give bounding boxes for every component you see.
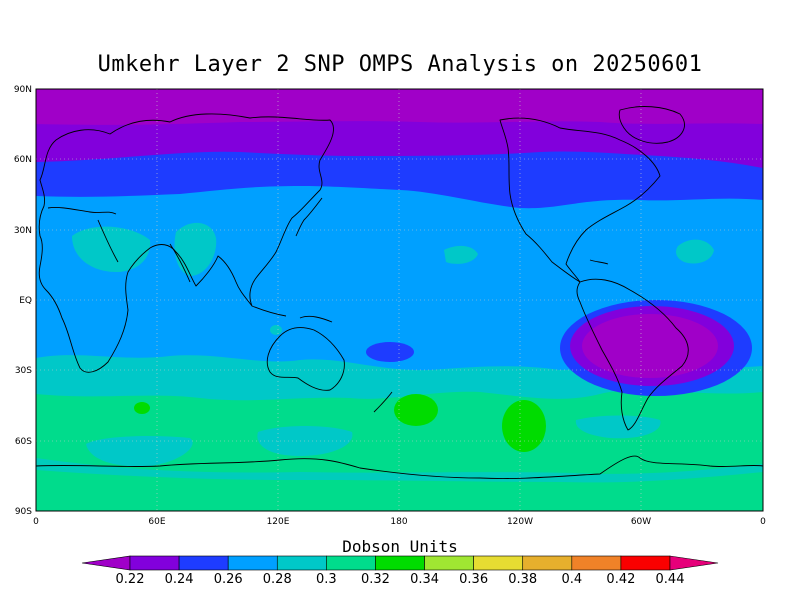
lon-tick-label: 0	[33, 517, 39, 527]
colorbar-title: Dobson Units	[342, 537, 458, 556]
pocket-india	[174, 222, 217, 276]
max-60e	[134, 402, 150, 414]
band-lt022-polar	[36, 89, 763, 125]
lon-tick-label: 120E	[267, 517, 290, 527]
ozone-field	[36, 89, 763, 511]
colorbar-swatch	[326, 555, 376, 571]
map-title: Umkehr Layer 2 SNP OMPS Analysis on 2025…	[97, 52, 703, 77]
colorbar-swatch	[276, 555, 327, 571]
map-frame	[35, 88, 764, 512]
lat-tick-label: EQ	[19, 296, 32, 306]
colorbar-label: 0.24	[165, 572, 194, 587]
colorbar-label: 0.44	[656, 572, 685, 587]
longitude-axis: 0 60E 120E 180 120W 60W 0	[33, 517, 766, 527]
colorbar-swatch	[620, 555, 671, 571]
colorbar-label: 0.32	[361, 572, 390, 587]
colorbar-swatch	[522, 555, 573, 571]
colorbar-swatch	[424, 555, 474, 571]
lon-tick-label: 120W	[507, 517, 533, 527]
pocket-c	[575, 415, 661, 439]
pocket-atlantic	[676, 239, 714, 264]
lon-tick-label: 180	[390, 517, 407, 527]
max-180	[394, 394, 438, 426]
pocket-d	[36, 458, 763, 483]
lat-tick-label: 90S	[15, 507, 32, 517]
lon-tick-label: 60E	[148, 517, 165, 527]
colorbar: 0.22 0.24 0.26 0.28 0.3 0.32 0.34 0.36 0.38 0.4 0.…	[81, 555, 719, 587]
colorbar-high-arrow	[669, 555, 719, 571]
lat-tick-label: 30S	[15, 366, 32, 376]
band-028-030-south	[36, 355, 763, 401]
colorbar-label: 0.28	[263, 572, 292, 587]
colorbar-label: 0.22	[116, 572, 145, 587]
band-024-026-north	[36, 144, 763, 209]
lat-tick-label: 60S	[15, 437, 32, 447]
colorbar-swatch	[227, 555, 278, 571]
sa-low-core	[582, 314, 718, 378]
colorbar-label: 0.4	[561, 572, 582, 587]
pocket-a	[86, 436, 193, 467]
band-022-024-north	[36, 110, 763, 168]
colorbar-label: 0.3	[316, 572, 337, 587]
coastlines	[36, 106, 763, 479]
colorbar-swatch	[473, 555, 524, 571]
colorbar-label: 0.38	[508, 572, 537, 587]
lat-tick-label: 90N	[14, 85, 32, 95]
colorbar-swatch	[375, 555, 425, 571]
colorbar-low-arrow	[81, 555, 131, 571]
colorbar-label: 0.26	[214, 572, 243, 587]
colorbar-label: 0.36	[459, 572, 488, 587]
colorbar-swatch	[129, 555, 180, 571]
pocket-pacific	[444, 245, 478, 264]
lat-tick-label: 30N	[14, 226, 32, 236]
lat-tick-label: 60N	[14, 155, 32, 165]
colorbar-swatch	[178, 555, 229, 571]
max-120w	[502, 400, 546, 452]
latitude-axis: 90N 60N 30N EQ 30S 60S 90S	[14, 85, 32, 517]
lon-tick-label: 0	[760, 517, 766, 527]
pocket-indonesia	[270, 325, 282, 335]
lon-tick-label: 60W	[631, 517, 651, 527]
colorbar-swatch	[571, 555, 622, 571]
colorbar-label: 0.34	[410, 572, 439, 587]
low-coral	[366, 342, 414, 362]
colorbar-label: 0.42	[606, 572, 635, 587]
